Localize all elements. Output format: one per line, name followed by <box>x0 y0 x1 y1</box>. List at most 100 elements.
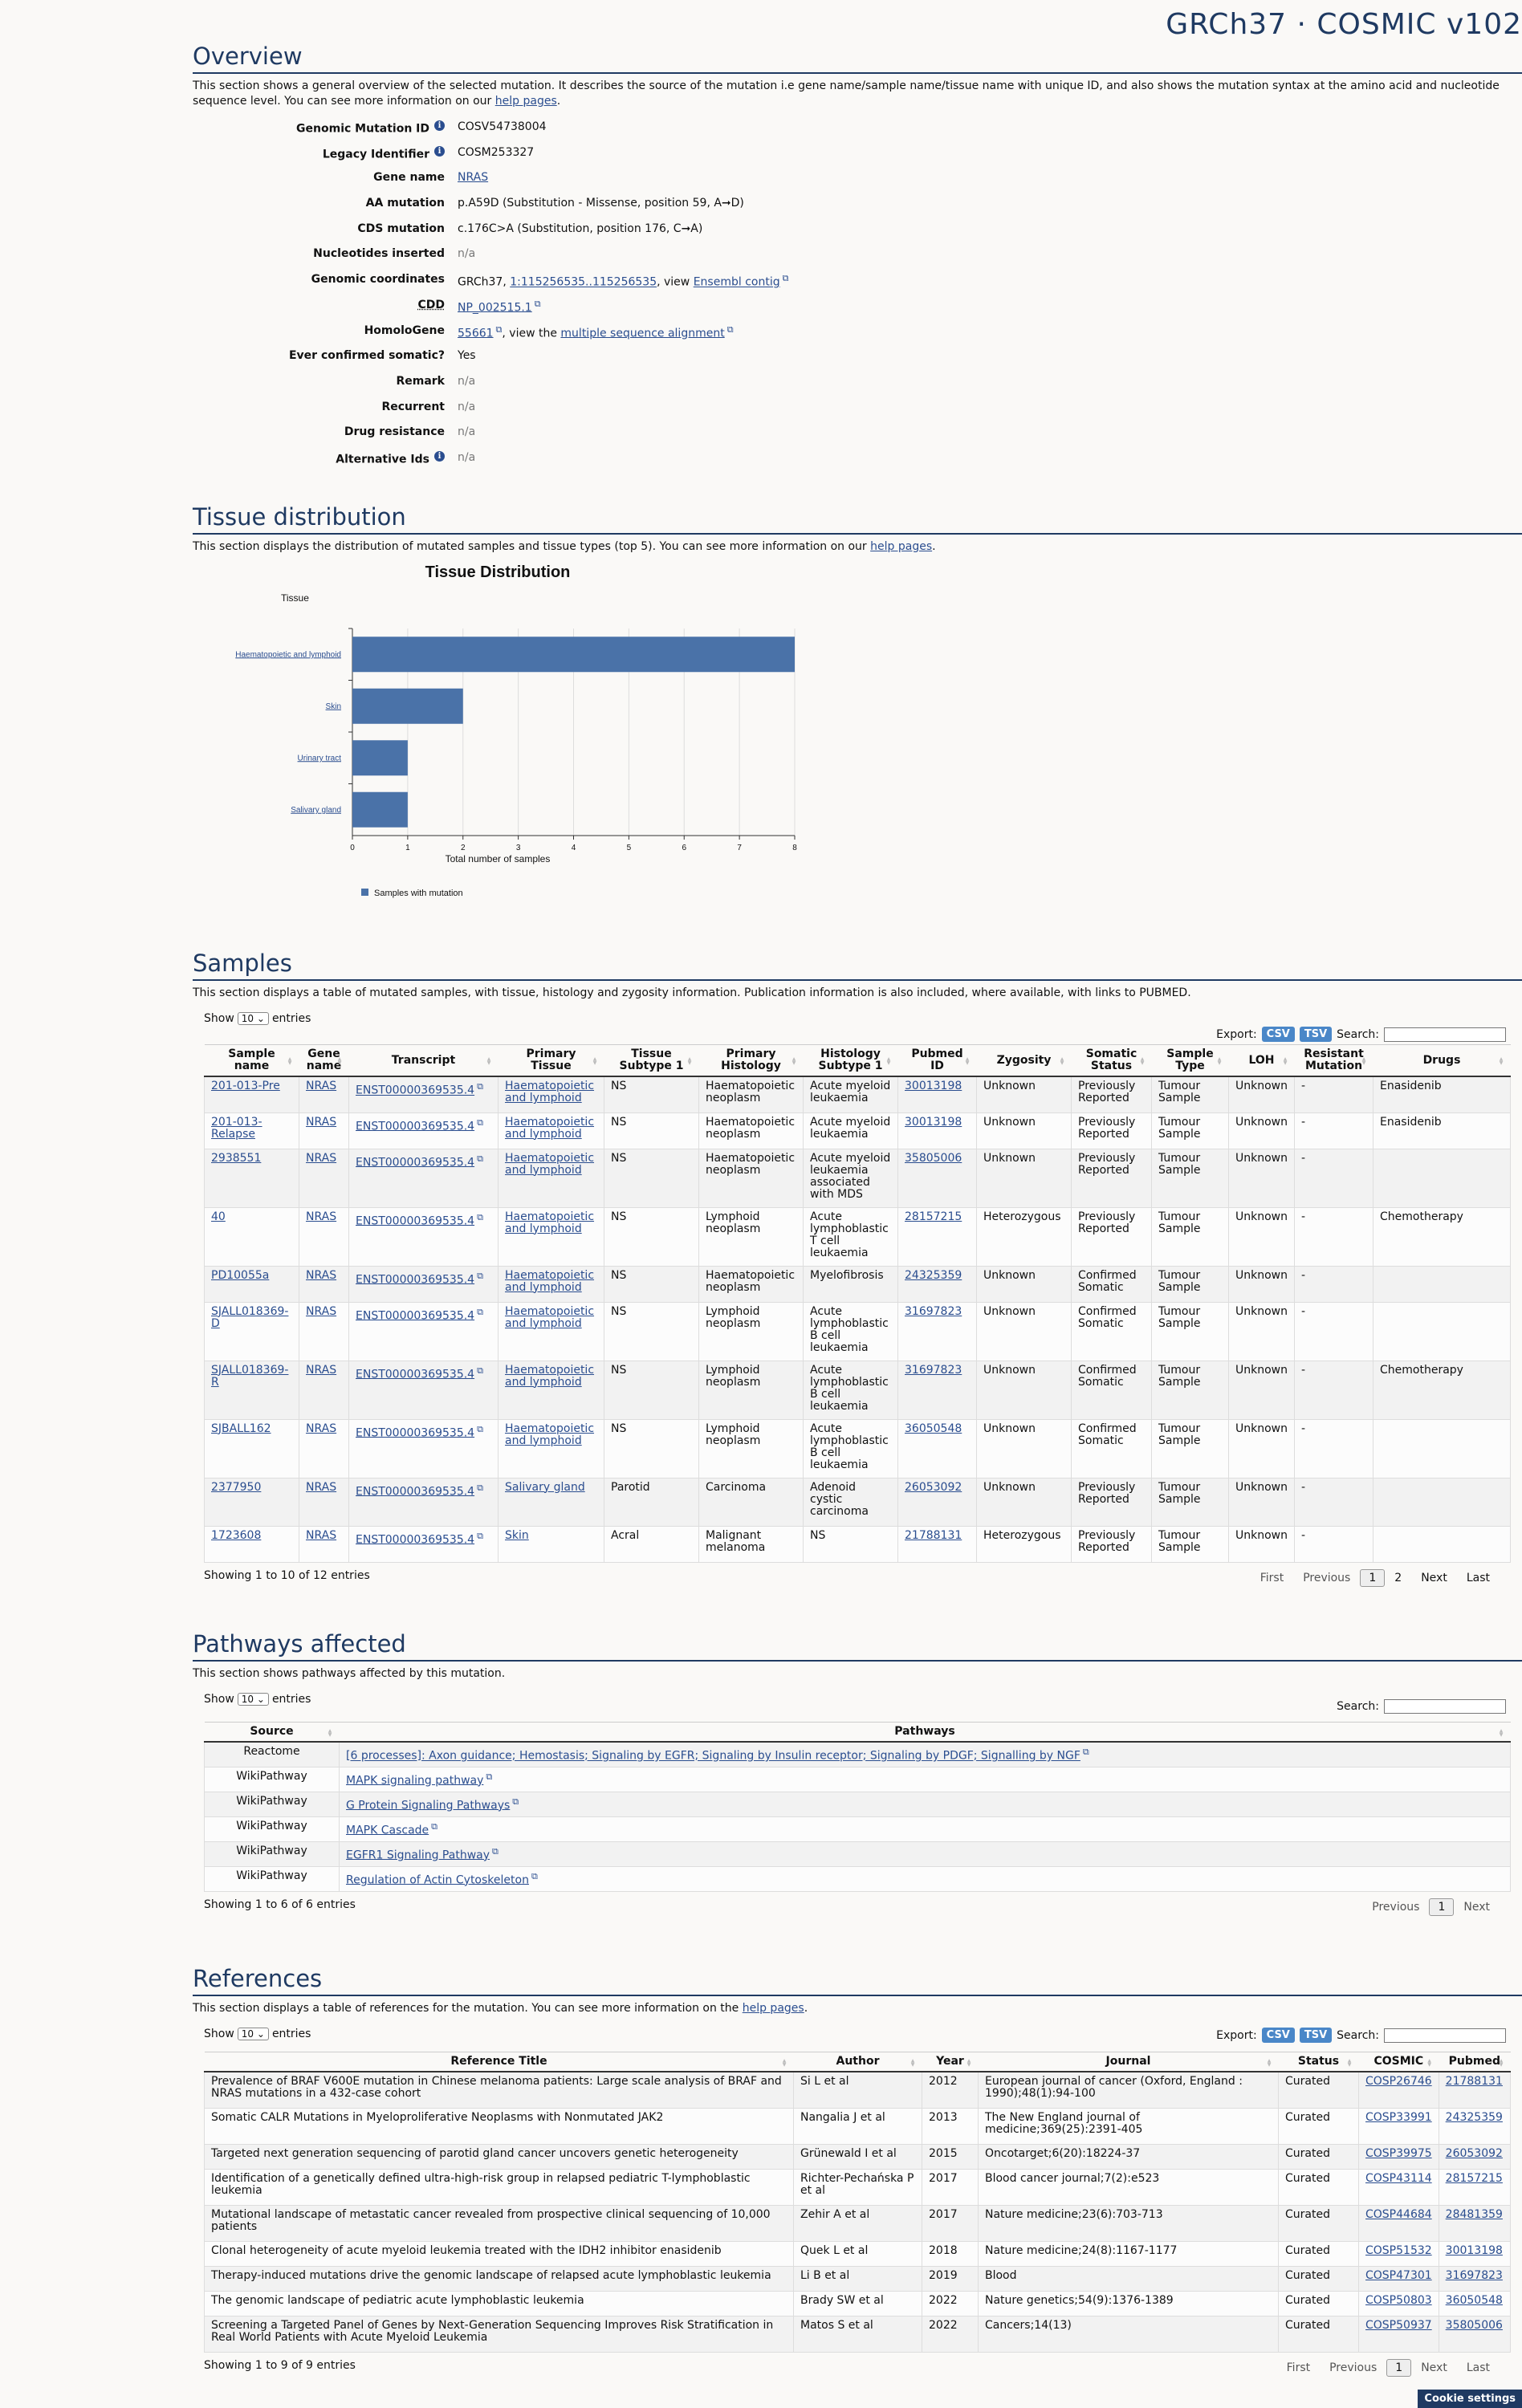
last-page-button[interactable]: Last <box>1466 1571 1490 1584</box>
cell-link[interactable]: 26053092 <box>1445 2146 1503 2160</box>
category-label-link[interactable]: Haematopoietic and lymphoid <box>235 650 341 659</box>
page-2-button[interactable]: 2 <box>1394 1571 1402 1584</box>
homologene-link[interactable]: 55661 <box>458 327 494 340</box>
column-header[interactable]: Zygosity <box>976 1044 1072 1077</box>
cell-link[interactable]: COSP47301 <box>1365 2268 1432 2282</box>
cell-link[interactable]: COSP43114 <box>1365 2171 1432 2185</box>
column-header[interactable]: Status <box>1278 2052 1359 2072</box>
help-pages-link[interactable]: help pages <box>494 95 557 108</box>
cell-link[interactable]: Haematopoietic and lymphoid <box>505 1210 595 1235</box>
column-header[interactable]: Somatic Status <box>1071 1044 1152 1077</box>
column-header[interactable]: Journal <box>978 2052 1279 2072</box>
cell-link[interactable]: SJALL018369-D <box>211 1304 289 1330</box>
cell-link[interactable]: Regulation of Actin Cytoskeleton <box>346 1873 529 1887</box>
cell-link[interactable]: ENST00000369535.4 <box>356 1273 475 1287</box>
cell-link[interactable]: ENST00000369535.4 <box>356 1156 475 1169</box>
column-header[interactable]: Sample Type <box>1151 1044 1229 1077</box>
column-header[interactable]: Primary Tissue <box>498 1044 604 1077</box>
gene-name-link[interactable]: NRAS <box>458 171 489 185</box>
cell-link[interactable]: 21788131 <box>905 1528 962 1542</box>
cell-link[interactable]: 30013198 <box>1445 2243 1503 2257</box>
cell-link[interactable]: 31697823 <box>905 1363 962 1377</box>
cell-link[interactable]: Haematopoietic and lymphoid <box>505 1363 595 1389</box>
previous-page-button[interactable]: Previous <box>1329 2361 1378 2374</box>
cell-link[interactable]: 40 <box>211 1210 226 1223</box>
samples-length-select[interactable]: 10 ⌄ <box>237 1012 269 1025</box>
cell-link[interactable]: NRAS <box>306 1210 337 1223</box>
cell-link[interactable]: Haematopoietic and lymphoid <box>505 1115 595 1141</box>
cell-link[interactable]: 201-013-Pre <box>211 1080 280 1092</box>
cell-link[interactable]: ENST00000369535.4 <box>356 1533 475 1547</box>
next-page-button[interactable]: Next <box>1463 1900 1490 1914</box>
cell-link[interactable]: ENST00000369535.4 <box>356 1214 475 1228</box>
cell-link[interactable]: COSP50803 <box>1365 2293 1432 2307</box>
bar[interactable] <box>352 688 463 724</box>
cell-link[interactable]: ENST00000369535.4 <box>356 1368 475 1381</box>
cell-link[interactable]: COSP26746 <box>1365 2075 1432 2088</box>
cell-link[interactable]: SJALL018369-R <box>211 1363 289 1389</box>
samples-search-input[interactable] <box>1384 1027 1506 1042</box>
category-label-link[interactable]: Urinary tract <box>298 754 342 763</box>
bar[interactable] <box>352 637 795 673</box>
cell-link[interactable]: NRAS <box>306 1363 337 1377</box>
cell-link[interactable]: 24325359 <box>1445 2110 1503 2124</box>
cell-link[interactable]: Haematopoietic and lymphoid <box>505 1080 595 1104</box>
column-header[interactable]: Resistant Mutation <box>1294 1044 1373 1077</box>
cell-link[interactable]: NRAS <box>306 1080 337 1092</box>
cell-link[interactable]: Haematopoietic and lymphoid <box>505 1151 595 1177</box>
cell-link[interactable]: 1723608 <box>211 1528 262 1542</box>
cell-link[interactable]: 28157215 <box>905 1210 962 1223</box>
last-page-button[interactable]: Last <box>1466 2361 1490 2374</box>
column-header[interactable]: Tissue Subtype 1 <box>604 1044 699 1077</box>
column-header[interactable]: Sample name <box>204 1044 299 1077</box>
page-1-button[interactable]: 1 <box>1360 1568 1386 1587</box>
cell-link[interactable]: EGFR1 Signaling Pathway <box>346 1849 490 1862</box>
cdd-link[interactable]: NP_002515.1 <box>458 301 532 315</box>
cell-link[interactable]: G Protein Signaling Pathways <box>346 1799 511 1812</box>
cell-link[interactable]: MAPK Cascade <box>346 1824 429 1837</box>
cell-link[interactable]: NRAS <box>306 1422 337 1435</box>
column-header[interactable]: Year <box>922 2052 979 2072</box>
cell-link[interactable]: COSP39975 <box>1365 2146 1432 2160</box>
info-icon[interactable]: i <box>434 450 445 462</box>
column-header[interactable]: Drugs <box>1373 1044 1511 1077</box>
category-label-link[interactable]: Skin <box>326 702 341 711</box>
cell-link[interactable]: COSP44684 <box>1365 2207 1432 2221</box>
cell-link[interactable]: PD10055a <box>211 1268 270 1282</box>
previous-page-button[interactable]: Previous <box>1303 1571 1351 1584</box>
cell-link[interactable]: Skin <box>505 1528 529 1542</box>
column-header[interactable]: Histology Subtype 1 <box>803 1044 898 1077</box>
cell-link[interactable]: 30013198 <box>905 1115 962 1129</box>
cell-link[interactable]: COSP51532 <box>1365 2243 1432 2257</box>
cell-link[interactable]: 24325359 <box>905 1268 962 1282</box>
csv-export-button[interactable]: CSV <box>1261 1027 1295 1042</box>
cell-link[interactable]: NRAS <box>306 1115 337 1129</box>
cell-link[interactable]: ENST00000369535.4 <box>356 1426 475 1440</box>
cell-link[interactable]: 35805006 <box>1445 2318 1503 2332</box>
coordinates-link[interactable]: 1:115256535..115256535 <box>510 275 657 289</box>
alignment-link[interactable]: multiple sequence alignment <box>560 327 725 340</box>
cell-link[interactable]: 2938551 <box>211 1151 262 1165</box>
column-header[interactable]: Reference Title <box>204 2052 794 2072</box>
cell-link[interactable]: Haematopoietic and lymphoid <box>505 1304 595 1330</box>
column-header[interactable]: Author <box>793 2052 922 2072</box>
category-label-link[interactable]: Salivary gland <box>291 806 341 815</box>
info-icon[interactable]: i <box>434 120 445 131</box>
bar[interactable] <box>352 791 408 828</box>
cell-link[interactable]: Salivary gland <box>505 1480 585 1494</box>
pathways-search-input[interactable] <box>1384 1699 1506 1714</box>
column-header[interactable]: Primary Histology <box>698 1044 804 1077</box>
cell-link[interactable]: 30013198 <box>905 1080 962 1092</box>
cell-link[interactable]: 36050548 <box>905 1422 962 1435</box>
cell-link[interactable]: 201-013-Relapse <box>211 1115 262 1141</box>
page-1-button[interactable]: 1 <box>1429 1898 1455 1916</box>
cell-link[interactable]: Haematopoietic and lymphoid <box>505 1268 595 1294</box>
cell-link[interactable]: NRAS <box>306 1528 337 1542</box>
pathways-length-select[interactable]: 10 ⌄ <box>237 1693 269 1706</box>
cell-link[interactable]: COSP50937 <box>1365 2318 1432 2332</box>
cell-link[interactable]: 28157215 <box>1445 2171 1503 2185</box>
column-header[interactable]: COSMIC <box>1358 2052 1439 2072</box>
cell-link[interactable]: Haematopoietic and lymphoid <box>505 1422 595 1447</box>
page-1-button[interactable]: 1 <box>1386 2358 1412 2377</box>
ensembl-contig-link[interactable]: Ensembl contig <box>693 275 780 289</box>
